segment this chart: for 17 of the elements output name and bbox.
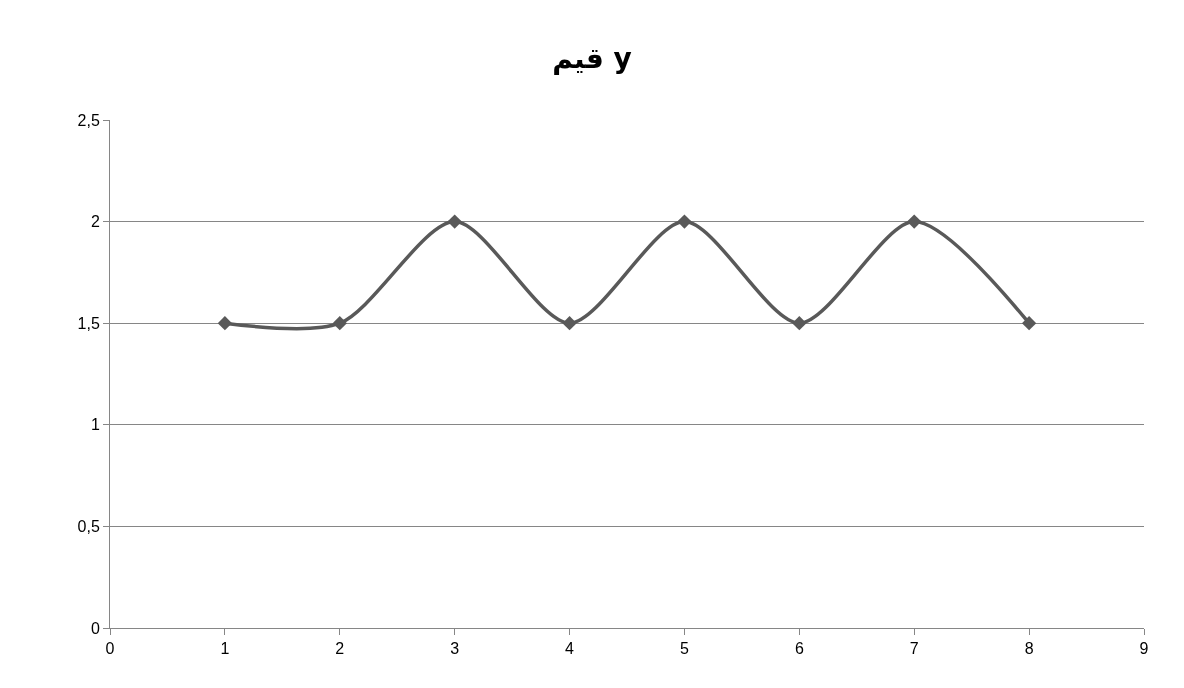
x-tick-label: 1	[220, 640, 230, 658]
x-tick-label: 9	[1139, 640, 1149, 658]
x-tick-label: 0	[105, 640, 115, 658]
y-tick-label: 1	[90, 416, 100, 434]
x-tick-label: 6	[794, 640, 804, 658]
y-tick-label: 2	[90, 213, 100, 231]
y-tick-label: 0,5	[77, 518, 100, 535]
y-tick-label: 1,5	[77, 314, 100, 332]
chart-title: قيم y	[552, 41, 632, 75]
y-tick-label: 0	[90, 619, 100, 637]
x-tick-label: 3	[450, 640, 460, 658]
x-tick-label: 8	[1024, 640, 1034, 658]
x-tick-label: 7	[909, 640, 919, 658]
y-tick-label: 2,5	[77, 111, 100, 129]
x-tick-label: 2	[335, 640, 345, 658]
x-tick-label: 5	[679, 640, 689, 658]
x-tick-label: 4	[565, 640, 575, 658]
